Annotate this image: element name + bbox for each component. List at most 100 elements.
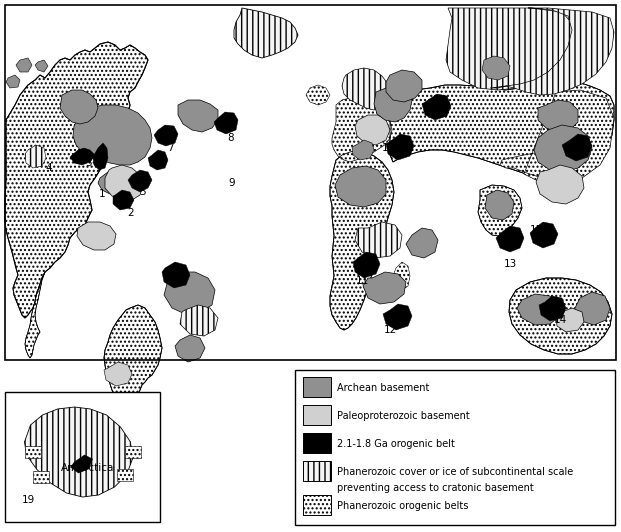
Polygon shape — [16, 58, 32, 72]
Text: 1: 1 — [99, 189, 106, 199]
Text: 15: 15 — [529, 225, 543, 235]
Bar — [295, 370, 615, 525]
Polygon shape — [390, 80, 614, 180]
Polygon shape — [422, 94, 451, 120]
Polygon shape — [446, 8, 578, 90]
Polygon shape — [406, 228, 438, 258]
Polygon shape — [500, 90, 614, 186]
Text: 14: 14 — [553, 315, 566, 325]
Polygon shape — [98, 172, 130, 194]
Polygon shape — [556, 308, 584, 332]
Bar — [5, 5, 616, 360]
Polygon shape — [536, 165, 584, 204]
Text: 3: 3 — [84, 158, 91, 168]
Text: Paleoproterozoic basement: Paleoproterozoic basement — [337, 411, 469, 421]
Text: 7: 7 — [166, 143, 173, 153]
Bar — [303, 433, 331, 453]
Text: 11: 11 — [355, 276, 369, 286]
Polygon shape — [148, 150, 168, 170]
Polygon shape — [128, 170, 152, 192]
Text: 9: 9 — [229, 178, 235, 188]
Polygon shape — [496, 226, 524, 252]
Text: Phanerozoic orogenic belts: Phanerozoic orogenic belts — [337, 501, 468, 511]
Polygon shape — [306, 85, 330, 105]
Polygon shape — [162, 262, 190, 288]
Polygon shape — [530, 222, 558, 248]
Polygon shape — [330, 150, 394, 330]
Text: preventing access to cratonic basement: preventing access to cratonic basement — [337, 483, 534, 493]
Polygon shape — [342, 68, 390, 110]
Polygon shape — [234, 8, 298, 58]
Text: Phanerozoic cover or ice of subcontinental scale: Phanerozoic cover or ice of subcontinent… — [337, 467, 573, 477]
Bar — [5, 392, 160, 522]
Polygon shape — [393, 262, 410, 290]
Polygon shape — [485, 190, 514, 220]
Polygon shape — [534, 125, 592, 172]
Text: 18: 18 — [430, 103, 443, 113]
Text: 17: 17 — [381, 143, 394, 153]
Polygon shape — [93, 143, 108, 170]
Polygon shape — [154, 125, 178, 146]
Polygon shape — [24, 446, 40, 458]
Polygon shape — [180, 305, 218, 336]
Bar — [303, 377, 331, 397]
Polygon shape — [214, 112, 238, 134]
Bar — [303, 461, 331, 481]
Polygon shape — [363, 272, 406, 304]
Polygon shape — [25, 272, 45, 358]
Polygon shape — [335, 166, 386, 207]
Polygon shape — [352, 140, 374, 160]
Text: 13: 13 — [504, 259, 517, 269]
Bar — [303, 495, 331, 515]
Text: 8: 8 — [228, 133, 234, 143]
Polygon shape — [124, 446, 140, 458]
Polygon shape — [562, 134, 592, 161]
Polygon shape — [482, 56, 510, 80]
Polygon shape — [355, 222, 402, 258]
Text: Antarctica: Antarctica — [61, 463, 115, 473]
Text: 12: 12 — [383, 325, 397, 335]
Polygon shape — [490, 8, 614, 95]
Polygon shape — [77, 222, 116, 250]
Text: 2.1-1.8 Ga orogenic belt: 2.1-1.8 Ga orogenic belt — [337, 439, 455, 449]
Text: 19: 19 — [21, 495, 35, 505]
Polygon shape — [374, 88, 412, 122]
Polygon shape — [539, 296, 566, 321]
Polygon shape — [386, 70, 422, 102]
Polygon shape — [538, 100, 578, 132]
Polygon shape — [355, 115, 390, 145]
Polygon shape — [6, 75, 20, 88]
Polygon shape — [164, 272, 215, 314]
Polygon shape — [60, 90, 98, 124]
Polygon shape — [70, 148, 95, 165]
Polygon shape — [509, 278, 612, 354]
Polygon shape — [386, 134, 414, 160]
Polygon shape — [478, 185, 522, 236]
Polygon shape — [383, 304, 412, 330]
Bar — [5, 5, 616, 360]
Text: 16: 16 — [563, 143, 577, 153]
Polygon shape — [25, 145, 46, 168]
Text: 6: 6 — [155, 159, 161, 169]
Polygon shape — [104, 305, 162, 432]
Polygon shape — [178, 100, 218, 132]
Polygon shape — [24, 407, 132, 497]
Polygon shape — [517, 294, 560, 325]
Bar — [303, 405, 331, 425]
Polygon shape — [175, 335, 205, 362]
Polygon shape — [35, 60, 48, 72]
Polygon shape — [5, 42, 148, 318]
Polygon shape — [117, 469, 132, 481]
Text: 5: 5 — [140, 187, 147, 197]
Polygon shape — [353, 252, 380, 278]
Polygon shape — [105, 165, 143, 200]
Polygon shape — [113, 190, 134, 210]
Text: 4: 4 — [46, 163, 52, 173]
Polygon shape — [574, 292, 610, 325]
Polygon shape — [332, 98, 392, 162]
Text: 10: 10 — [168, 268, 181, 278]
Polygon shape — [71, 455, 93, 473]
Text: 2: 2 — [128, 208, 134, 218]
Polygon shape — [73, 105, 152, 165]
Polygon shape — [104, 362, 132, 386]
